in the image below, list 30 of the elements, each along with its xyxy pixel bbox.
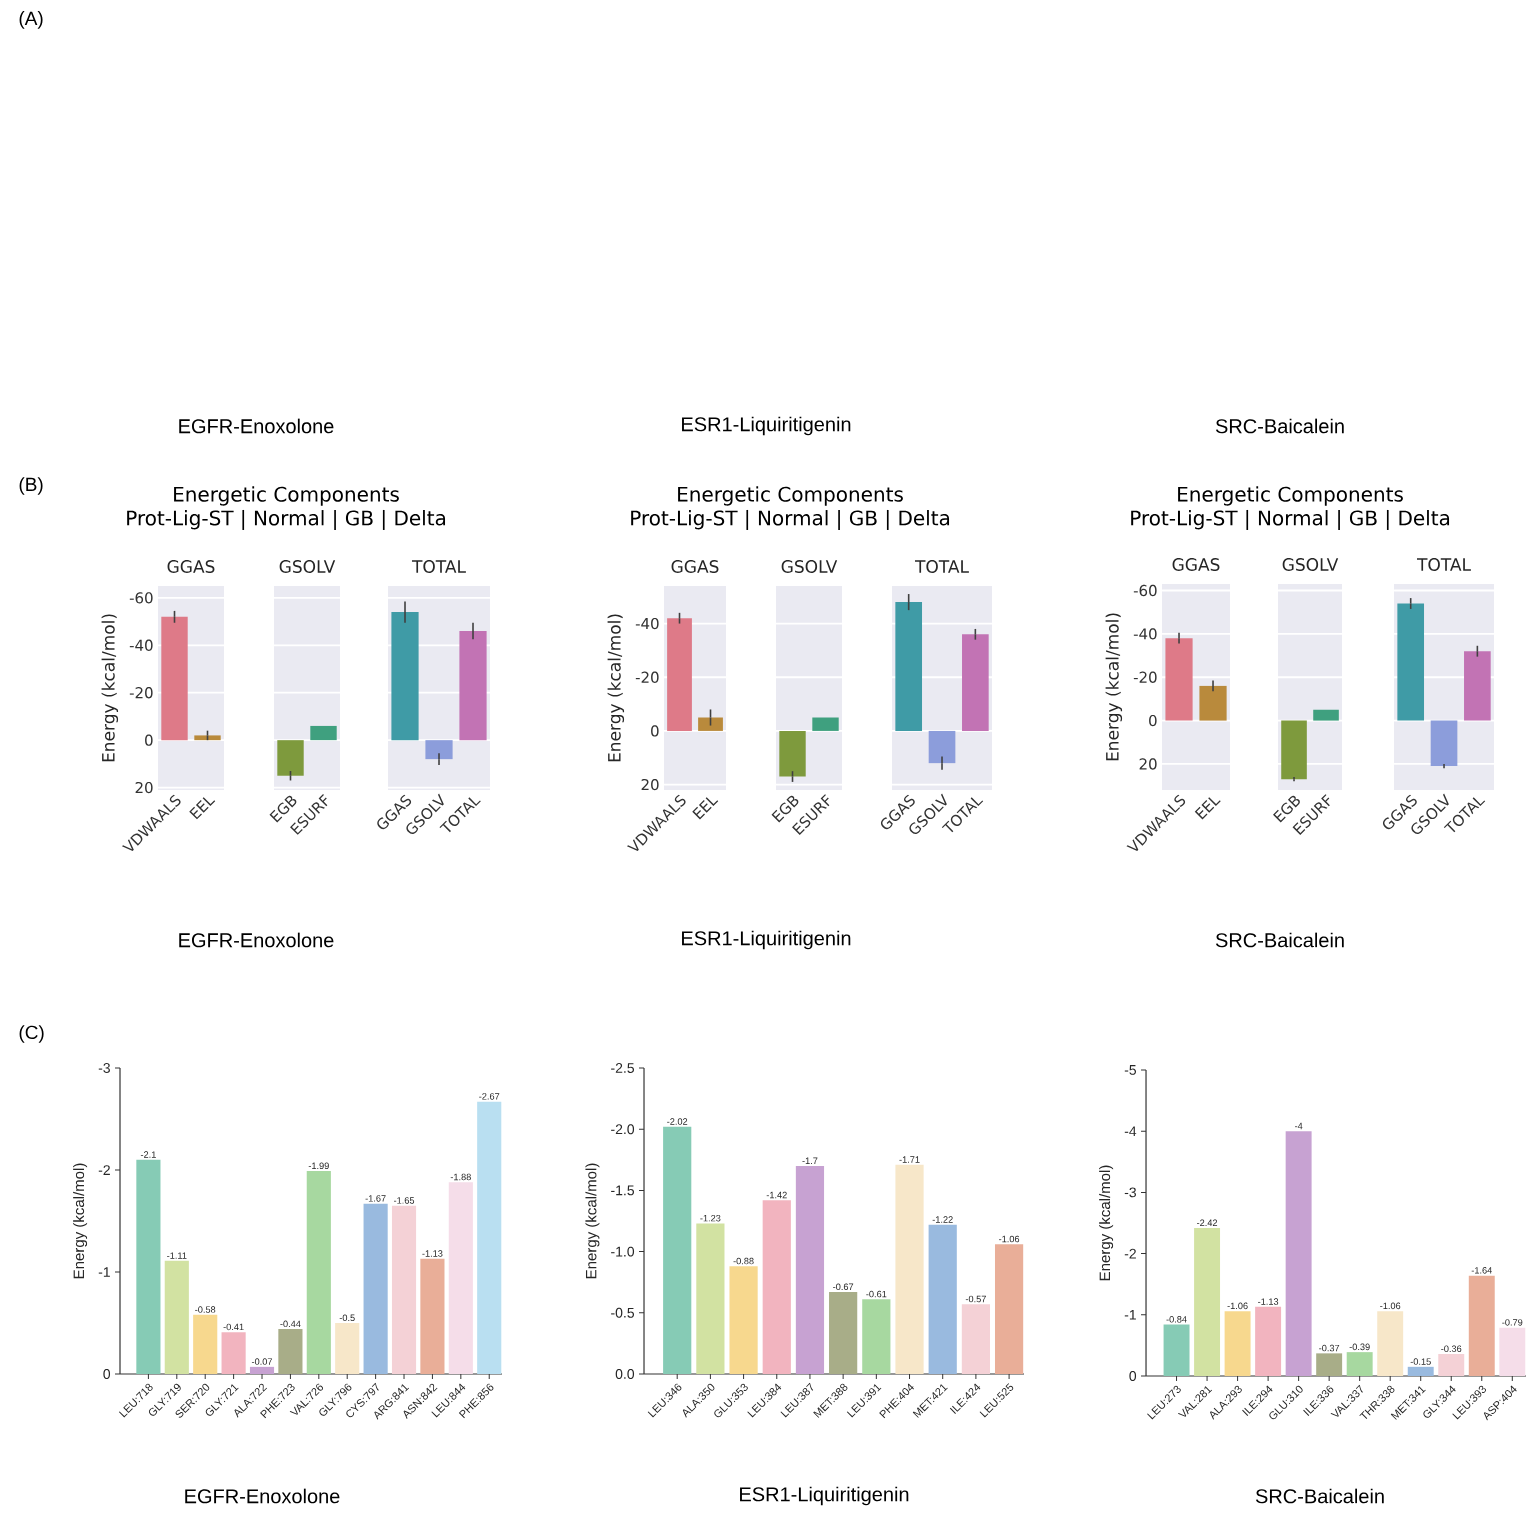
text: EGFR-Enoxolone bbox=[179, 932, 334, 948]
text: ESR1-Liquiritigenin bbox=[682, 416, 851, 436]
text: EGFR-Enoxolone bbox=[179, 418, 334, 434]
text: SRC-Baicalein bbox=[1255, 1488, 1384, 1504]
y-axis-title: Energy (kcal/mol) bbox=[607, 614, 625, 762]
text: Energetic Components bbox=[174, 486, 399, 506]
text: Prot-Lig-ST | Normal | GB | Delta bbox=[631, 509, 950, 530]
chart-title: GGAS bbox=[671, 560, 719, 573]
text: Energetic Components bbox=[678, 486, 903, 506]
text: Prot-Lig-ST | Normal | GB | Delta bbox=[1131, 509, 1450, 530]
y-axis-title: Energy (kcal/mol) bbox=[101, 614, 119, 762]
text: SRC-Baicalein bbox=[1215, 418, 1344, 434]
chart-title: GSOLV bbox=[279, 560, 336, 573]
text: Energetic Components bbox=[1178, 486, 1403, 506]
text: (B) bbox=[19, 477, 43, 495]
text: ESR1-Liquiritigenin bbox=[740, 1486, 909, 1506]
text: (A) bbox=[19, 11, 43, 29]
chart-title: GGAS bbox=[1172, 558, 1220, 571]
y-axis-title: Energy (kcal/mol) bbox=[1105, 613, 1123, 761]
text: EGFR-Enoxolone bbox=[185, 1488, 340, 1504]
chart-title: GSOLV bbox=[1282, 558, 1339, 571]
text: Prot-Lig-ST | Normal | GB | Delta bbox=[127, 509, 446, 530]
chart-title: TOTAL bbox=[1417, 558, 1471, 571]
text: ESR1-Liquiritigenin bbox=[682, 930, 851, 950]
chart-title: TOTAL bbox=[914, 560, 969, 573]
chart-title: TOTAL bbox=[411, 560, 466, 573]
text: (C) bbox=[19, 1025, 44, 1043]
text: SRC-Baicalein bbox=[1215, 932, 1344, 948]
chart-title: GGAS bbox=[167, 560, 215, 573]
chart-title: GSOLV bbox=[781, 560, 838, 573]
